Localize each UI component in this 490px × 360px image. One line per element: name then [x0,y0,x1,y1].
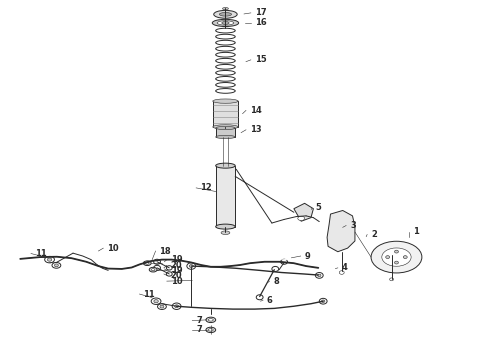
Ellipse shape [371,241,422,273]
Ellipse shape [151,269,155,271]
Text: 14: 14 [250,106,262,115]
Ellipse shape [216,126,235,130]
Text: 19: 19 [171,255,182,264]
Ellipse shape [208,329,213,331]
Text: 13: 13 [250,125,262,134]
Ellipse shape [149,267,157,272]
Ellipse shape [216,28,235,33]
Bar [216,166,235,226]
Ellipse shape [214,10,237,18]
Ellipse shape [318,274,321,276]
Ellipse shape [212,19,239,27]
Ellipse shape [208,319,213,321]
Ellipse shape [216,82,235,87]
Text: 15: 15 [255,55,267,64]
Text: 5: 5 [315,203,321,212]
Ellipse shape [390,278,393,281]
Ellipse shape [146,262,149,264]
Ellipse shape [160,305,164,308]
Text: 7: 7 [196,325,202,334]
Text: 10: 10 [171,276,182,285]
Ellipse shape [382,248,411,266]
Ellipse shape [213,125,238,129]
Ellipse shape [281,259,288,264]
Ellipse shape [174,305,178,308]
Ellipse shape [386,256,390,258]
Ellipse shape [256,295,263,300]
Ellipse shape [206,327,216,333]
Ellipse shape [172,303,181,310]
Ellipse shape [216,40,235,45]
Ellipse shape [151,298,161,305]
Ellipse shape [403,256,407,258]
Ellipse shape [339,271,344,274]
Ellipse shape [48,258,52,261]
Text: 2: 2 [371,230,377,239]
Ellipse shape [52,262,61,268]
Ellipse shape [45,256,54,263]
Text: 10: 10 [107,244,119,253]
Text: 8: 8 [273,276,279,285]
Ellipse shape [206,317,216,323]
Ellipse shape [321,300,325,302]
Polygon shape [294,203,314,221]
Polygon shape [327,211,355,252]
Ellipse shape [166,272,172,276]
Ellipse shape [54,264,58,267]
Ellipse shape [154,300,158,303]
Ellipse shape [222,8,228,10]
Text: 11: 11 [35,249,47,258]
Text: 18: 18 [159,247,171,256]
Ellipse shape [216,77,235,81]
Text: 20: 20 [171,261,182,270]
Ellipse shape [220,13,232,16]
Text: 4: 4 [342,264,347,273]
Ellipse shape [187,263,196,269]
Ellipse shape [216,52,235,57]
Text: 9: 9 [305,252,310,261]
Text: 17: 17 [255,8,267,17]
Ellipse shape [144,261,151,266]
Ellipse shape [298,216,305,221]
Ellipse shape [216,163,235,168]
Ellipse shape [339,230,344,234]
Ellipse shape [272,266,279,271]
Ellipse shape [216,58,235,63]
Text: 6: 6 [267,296,273,305]
Ellipse shape [217,21,234,25]
Ellipse shape [216,224,235,229]
Ellipse shape [336,228,348,237]
Ellipse shape [216,135,235,139]
Ellipse shape [216,71,235,75]
Ellipse shape [166,266,172,270]
Ellipse shape [221,231,230,234]
Ellipse shape [394,250,398,253]
Text: 20: 20 [171,271,182,280]
Text: 7: 7 [196,316,202,325]
Bar [213,101,238,127]
Ellipse shape [394,261,398,264]
Ellipse shape [319,298,327,304]
Ellipse shape [154,259,160,264]
Ellipse shape [216,64,235,69]
Text: 1: 1 [413,228,418,237]
Text: 16: 16 [255,18,267,27]
Ellipse shape [222,22,229,24]
Ellipse shape [216,46,235,51]
Ellipse shape [154,265,160,270]
Text: 19: 19 [171,266,182,275]
Ellipse shape [316,273,323,278]
Text: 12: 12 [200,183,212,192]
Text: 3: 3 [350,221,356,230]
Text: 11: 11 [144,289,155,298]
Bar [216,128,235,137]
Ellipse shape [158,304,166,310]
Ellipse shape [216,34,235,39]
Ellipse shape [189,265,193,267]
Ellipse shape [213,99,238,103]
Ellipse shape [216,89,235,93]
